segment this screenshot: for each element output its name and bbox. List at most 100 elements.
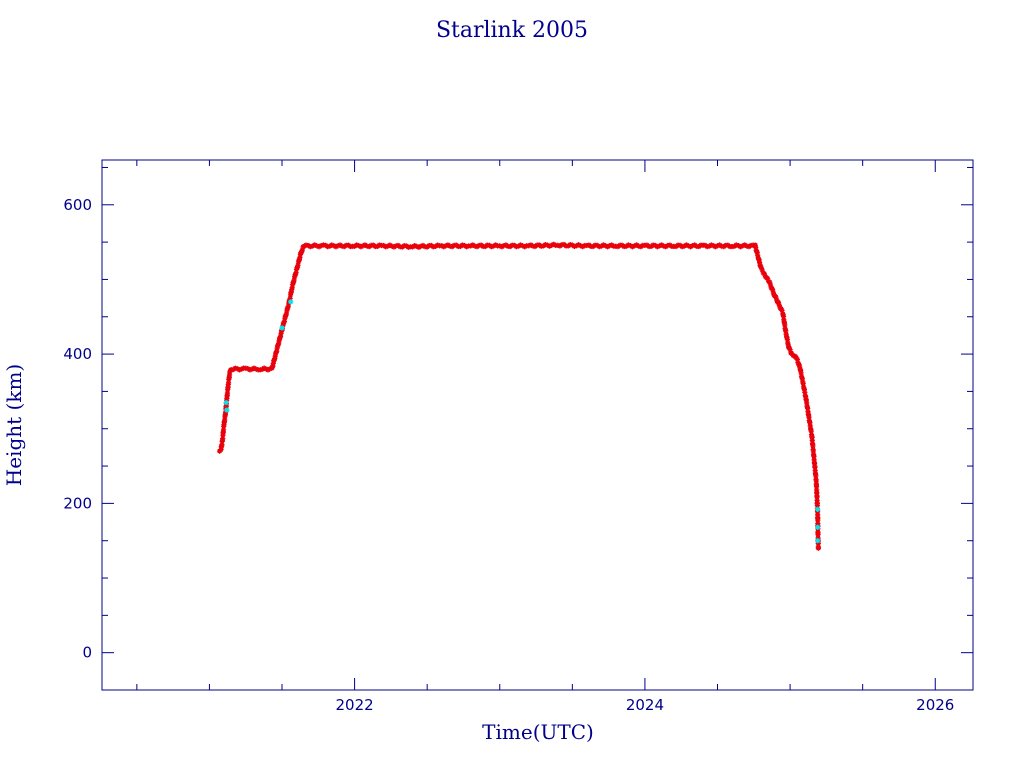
data-point (794, 356, 800, 362)
data-point (289, 285, 295, 291)
data-point (753, 244, 759, 250)
data-point (287, 295, 293, 301)
data-point (356, 243, 362, 249)
data-point (277, 333, 284, 339)
data-point (253, 366, 259, 372)
data-point (629, 244, 636, 250)
data-point (497, 243, 503, 249)
y-tick-label: 600 (63, 196, 92, 214)
data-point (329, 242, 335, 248)
data-point (544, 242, 551, 248)
data-point (815, 545, 821, 551)
data-point (714, 243, 721, 249)
data-point (815, 517, 821, 523)
data-point (299, 247, 305, 253)
data-point (815, 540, 821, 547)
data-point (251, 365, 257, 371)
data-point (580, 244, 586, 250)
data-point (767, 279, 773, 285)
data-point (270, 360, 276, 367)
x-axis-label: Time(UTC) (482, 720, 594, 744)
data-point (798, 370, 804, 376)
data-point (546, 243, 553, 249)
data-point (761, 271, 767, 277)
data-point-highlight (288, 299, 294, 305)
data-point (683, 242, 689, 248)
data-point (757, 259, 763, 266)
data-point (764, 275, 771, 282)
data-point (261, 365, 267, 371)
data-point (814, 490, 820, 496)
data-point (815, 531, 821, 538)
data-point (801, 386, 807, 393)
data-point (295, 262, 301, 268)
data-point (285, 303, 291, 309)
data-point (472, 243, 478, 249)
data-point (813, 473, 819, 479)
data-point (278, 330, 284, 337)
data-point (360, 243, 366, 249)
data-point (814, 503, 820, 509)
data-point (443, 243, 449, 249)
data-point (309, 243, 316, 249)
data-point (276, 341, 282, 347)
data-point (218, 446, 224, 453)
data-point (776, 302, 782, 309)
data-point (770, 290, 776, 296)
x-tick-label: 2026 (916, 696, 954, 714)
plot-frame (101, 159, 974, 691)
data-point (807, 420, 813, 426)
data-point (658, 242, 665, 248)
data-point (291, 277, 297, 283)
data-point (784, 337, 790, 343)
data-point (267, 366, 273, 372)
data-point (805, 408, 811, 415)
data-point (528, 242, 534, 248)
data-point (685, 243, 692, 249)
data-point (774, 297, 780, 303)
data-point (389, 243, 395, 249)
data-point (526, 243, 532, 249)
data-point (654, 244, 660, 250)
data-point (797, 364, 803, 370)
data-point (412, 243, 418, 249)
data-point (362, 242, 368, 248)
data-point (490, 243, 497, 249)
data-point (551, 241, 557, 247)
data-point (470, 242, 476, 248)
data-point (815, 512, 821, 518)
data-point (787, 347, 793, 353)
data-point (811, 460, 818, 467)
data-point-highlight (815, 506, 821, 512)
data-point (283, 311, 289, 317)
data-point (468, 243, 474, 249)
data-point (441, 244, 447, 250)
data-point (272, 356, 278, 362)
data-point-highlight (223, 400, 229, 406)
data-point-highlight (815, 538, 821, 544)
data-point (312, 242, 318, 248)
data-point (578, 243, 584, 249)
data-point (783, 328, 789, 334)
data-point (391, 244, 397, 250)
data-point (604, 244, 611, 250)
data-point (416, 244, 422, 250)
data-point (493, 242, 499, 248)
data-point (625, 242, 631, 248)
data-point (779, 307, 785, 313)
data-point (272, 353, 278, 359)
plot-area: 2022 2024 2026 0 200 400 600 (63, 159, 974, 714)
data-point (226, 372, 233, 378)
data-point (499, 244, 505, 250)
data-point (809, 437, 815, 444)
data-point (383, 244, 389, 250)
data-point (316, 244, 322, 250)
data-point-highlight (224, 407, 230, 413)
y-tick-label: 0 (82, 644, 92, 662)
chart-title: Starlink 2005 (436, 18, 588, 43)
data-point (773, 294, 779, 300)
data-point (331, 243, 337, 249)
data-point (222, 417, 228, 423)
data-point (333, 244, 339, 250)
